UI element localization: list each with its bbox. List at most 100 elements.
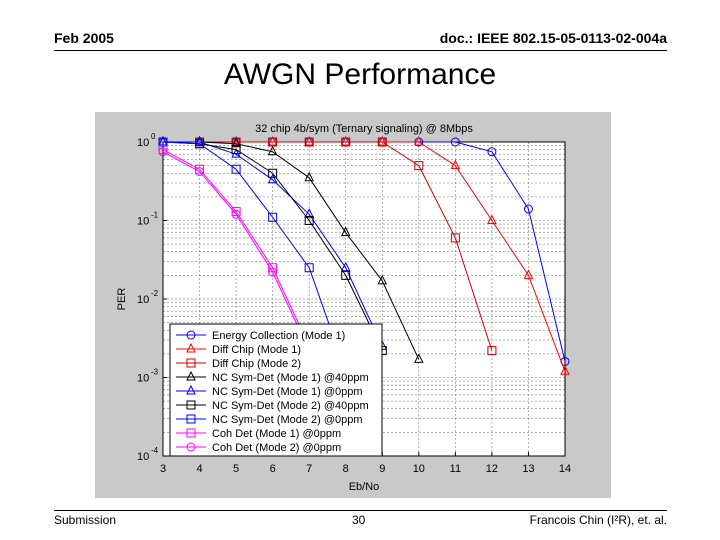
slide-title: AWGN Performance (223, 58, 497, 91)
y-tick-label: 10 (137, 137, 149, 149)
series-line (162, 149, 310, 347)
data-point (267, 145, 278, 156)
data-point (267, 135, 278, 146)
data-point (377, 137, 387, 147)
data-point (231, 145, 241, 155)
data-point (231, 164, 241, 174)
legend-swatch-marker (186, 442, 196, 452)
legend-label: NC Sym-Det (Mode 2) @40ppm (212, 400, 369, 412)
plot-frame: 3 4 5 6 7 8 9 10 11 12 13 14 10 0 10 -1 10 -2 10 -3 10 -4 32 c… (95, 112, 611, 498)
x-tick-label: 10 (413, 463, 425, 475)
data-point (523, 204, 533, 214)
legend-swatch-marker (186, 370, 196, 381)
data-point (268, 267, 278, 277)
data-point (158, 147, 168, 157)
data-point (195, 167, 205, 177)
data-point (377, 274, 388, 285)
data-point (450, 233, 460, 243)
x-tick-label: 5 (233, 463, 239, 475)
data-point (304, 216, 314, 225)
data-point (487, 346, 497, 356)
y-tick-label: 10 (137, 294, 149, 306)
legend: Energy Collection (Mode 1) Diff Chip (Mod… (169, 323, 383, 457)
legend-label: Diff Chip (Mode 1) (212, 344, 301, 356)
y-tick-exponent: -4 (151, 446, 159, 455)
x-tick-label: 14 (559, 463, 571, 475)
legend-entry: Coh Det (Mode 2) @0ppm (176, 442, 341, 454)
data-point (450, 137, 460, 147)
legend-swatch-marker (186, 358, 196, 368)
y-tick-label: 10 (137, 216, 149, 228)
legend-swatch-marker (186, 342, 196, 353)
y-tick-label: 10 (137, 373, 149, 385)
x-tick-label: 12 (486, 463, 498, 475)
data-point (304, 137, 314, 147)
y-tick-exponent: -1 (151, 211, 159, 220)
x-tick-label: 8 (343, 463, 349, 475)
legend-swatch-marker (186, 330, 196, 340)
x-tick-label: 3 (160, 463, 166, 475)
data-point (268, 168, 278, 178)
legend-label: NC Sym-Det (Mode 1) @40ppm (212, 372, 369, 384)
footer-page-number: 30 (352, 513, 366, 527)
legend-entry: Diff Chip (Mode 1) (176, 342, 301, 356)
legend-entry: NC Sym-Det (Mode 1) @0ppm (176, 384, 363, 398)
data-point (487, 214, 497, 224)
x-tick-label: 6 (270, 463, 276, 475)
series-line (163, 141, 420, 360)
data-point (377, 135, 388, 146)
footer-rule (54, 510, 667, 511)
data-point (523, 269, 534, 279)
data-point (340, 226, 351, 237)
data-point (414, 135, 424, 146)
data-point (231, 209, 241, 219)
data-point (304, 208, 314, 218)
footer-submission: Submission (54, 513, 117, 527)
data-point (340, 135, 351, 146)
data-point (268, 212, 278, 222)
data-point (158, 135, 168, 146)
y-tick-label: 10 (137, 451, 149, 463)
data-point (231, 207, 241, 217)
x-tick-labels: 3 4 5 6 7 8 9 10 11 12 13 14 (160, 452, 571, 475)
legend-swatch-marker (186, 414, 196, 424)
data-point (560, 365, 570, 375)
legend-label: Diff Chip (Mode 2) (212, 358, 301, 370)
legend-label: Coh Det (Mode 2) @0ppm (212, 442, 341, 454)
legend-entry: NC Sym-Det (Mode 1) @40ppm (176, 370, 369, 384)
footer-author: Francois Chin (I²R), et. al. (529, 513, 667, 527)
legend-entry: Energy Collection (Mode 1) (176, 330, 345, 342)
data-point (487, 147, 497, 157)
data-point (340, 261, 351, 272)
y-tick-exponent: -2 (151, 289, 159, 298)
data-point (304, 171, 314, 182)
data-point (195, 139, 205, 149)
data-point (194, 135, 205, 146)
data-point (341, 137, 351, 147)
y-axis-label: PER (116, 288, 128, 311)
legend-label: NC Sym-Det (Mode 2) @0ppm (212, 414, 363, 426)
series-line (162, 151, 310, 351)
data-point (231, 137, 241, 148)
data-point (304, 263, 314, 273)
series-line (162, 141, 347, 372)
legend-entry: Diff Chip (Mode 2) (176, 358, 301, 370)
legend-swatch-marker (186, 384, 196, 395)
legend-box (169, 323, 383, 457)
legend-label: NC Sym-Det (Mode 1) @0ppm (212, 386, 363, 398)
x-tick-label: 11 (450, 463, 461, 475)
y-tick-exponent: 0 (151, 132, 156, 141)
data-point (158, 145, 168, 155)
x-axis-label: Eb/No (349, 481, 380, 493)
legend-label: Energy Collection (Mode 1) (212, 330, 345, 342)
series-line (163, 141, 493, 351)
legend-entry: NC Sym-Det (Mode 2) @0ppm (176, 414, 363, 426)
data-point (414, 353, 424, 363)
data-point (450, 159, 461, 170)
x-tick-label: 7 (306, 463, 312, 475)
header-doc-id: doc.: IEEE 802.15-05-0113-02-004a (439, 30, 667, 46)
y-tick-exponent: -3 (151, 368, 159, 377)
x-tick-label: 4 (196, 463, 202, 475)
